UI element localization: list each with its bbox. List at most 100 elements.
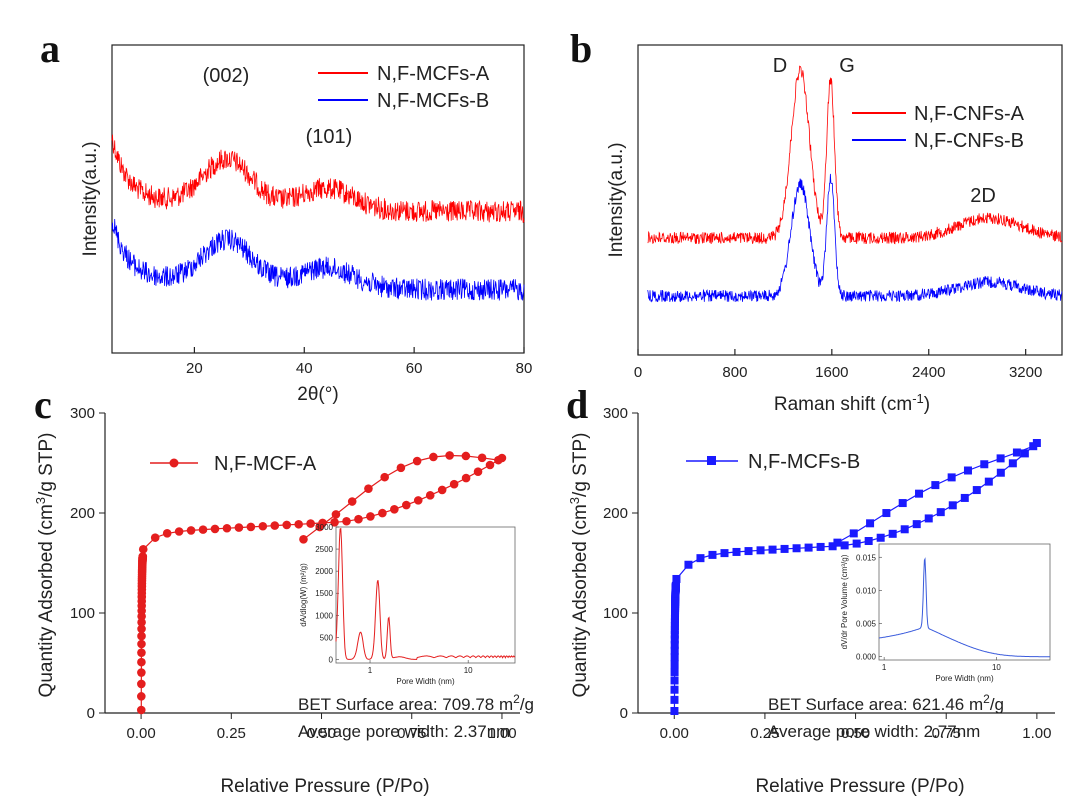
x-tick-label-c: 0.00	[126, 725, 155, 742]
inset-y-tick-label-c: 1000	[315, 611, 333, 620]
inset-x-label-c: Pore Width (nm)	[396, 677, 455, 686]
y-axis-label-d-sup: 3	[567, 497, 582, 504]
x-tick-label-b: 2400	[912, 364, 945, 381]
inset-y-label-c: dA/dlog(W) (m²/g)	[299, 563, 308, 627]
data-point-c	[150, 533, 160, 542]
data-point-c	[138, 544, 148, 554]
data-point-d	[670, 707, 679, 715]
data-point-d	[670, 630, 679, 639]
y-tick-label-d: 200	[603, 505, 628, 522]
panel-label-c: c	[34, 382, 52, 427]
data-point-d	[780, 544, 789, 553]
data-point-c	[137, 679, 146, 689]
data-point-d	[1029, 442, 1038, 451]
inset-frame-d	[878, 543, 1051, 661]
inset-x-tick-label-c: 10	[464, 666, 473, 675]
panel-label-d: d	[566, 382, 588, 427]
data-point-d	[670, 635, 679, 644]
series-line-N,F-MCFs-B	[111, 218, 525, 301]
data-point-d	[672, 574, 681, 583]
data-point-c	[137, 617, 146, 627]
curves-b	[647, 65, 1063, 303]
x-axis-label-b-sup: -1	[912, 391, 924, 406]
data-point-d	[972, 486, 981, 495]
data-point-d	[744, 547, 753, 556]
data-point-d	[963, 466, 972, 475]
data-point-d	[670, 695, 679, 704]
panel-label-b: b	[570, 26, 592, 71]
bet-area-d-close: /g	[990, 695, 1004, 714]
inset-y-tick-label-c: 2000	[315, 567, 333, 576]
legend-marker-d	[707, 456, 716, 465]
data-point-d	[882, 509, 891, 518]
inset-y-tick-label-c: 3000	[315, 523, 333, 532]
x-axis-label-b-main: Raman shift (cm	[774, 394, 912, 415]
axes-frame-b	[637, 44, 1063, 356]
data-point-d	[852, 539, 861, 548]
data-point-d	[898, 499, 907, 508]
data-point-d	[840, 541, 849, 550]
data-point-c	[390, 504, 399, 514]
data-point-c	[425, 491, 435, 500]
ticks-a: 20 40 60 80	[186, 347, 532, 377]
data-point-d	[947, 473, 956, 482]
data-point-c	[364, 484, 373, 493]
data-point-d	[931, 481, 940, 490]
inset-y-tick-label-d: 0.000	[856, 653, 877, 662]
annotation-002: (002)	[203, 65, 250, 87]
bet-area-d-main: BET Surface area: 621.46 m	[768, 695, 983, 714]
bet-area-d-sup: 2	[983, 692, 990, 706]
legend-marker-c	[169, 458, 179, 468]
x-axis-label-b-close: )	[924, 394, 930, 415]
x-axis-label-d: Relative Pressure (P/Po)	[755, 776, 964, 797]
data-point-d	[671, 581, 680, 590]
x-axis-label-b: Raman shift (cm-1)	[774, 391, 930, 415]
x-axis-label-a: 2θ(°)	[297, 384, 338, 405]
data-point-c	[198, 525, 208, 534]
data-point-c	[396, 463, 406, 473]
y-tick-label-d: 0	[620, 705, 628, 722]
data-point-d	[670, 646, 679, 655]
panel-a: a 20 40 60 80 Intensity(a.u.) 2θ(°) (002) (…	[40, 26, 532, 405]
data-point-c	[429, 452, 438, 462]
data-point-c	[315, 522, 325, 532]
x-tick-label-b: 800	[722, 364, 747, 381]
data-point-d	[670, 685, 679, 694]
data-point-d	[900, 525, 909, 534]
x-tick-label-c: 0.75	[397, 725, 426, 742]
x-axis-label-c: Relative Pressure (P/Po)	[220, 776, 429, 797]
data-point-c	[137, 624, 146, 634]
data-point-d	[924, 514, 933, 523]
bet-area-c-main: BET Surface area: 709.78 m	[298, 695, 513, 714]
data-point-c	[380, 472, 389, 482]
data-point-c	[186, 526, 196, 535]
data-point-d	[984, 477, 993, 486]
inset-d: 0.000 0.005 0.010 0.015 1 10 Pore Width (nm) dV…	[840, 543, 1051, 683]
x-tick-label-b: 0	[634, 364, 642, 381]
data-point-c	[378, 508, 387, 518]
data-point-d	[996, 468, 1005, 477]
series-line-N,F-CNFs-B	[647, 173, 1063, 303]
inset-x-tick-label-c: 1	[368, 666, 373, 675]
inset-frame-c	[335, 526, 516, 664]
data-point-d	[720, 549, 729, 558]
data-point-c	[412, 456, 422, 466]
data-point-d	[670, 640, 679, 649]
data-point-c	[437, 485, 447, 495]
inset-y-label-d: dV/dr Pore Volume (cm³/g)	[840, 554, 849, 649]
data-point-c	[461, 451, 471, 461]
isotherm-c	[136, 451, 507, 715]
inset-y-tick-label-c: 2500	[315, 545, 333, 554]
legend-label-b1: N,F-CNFs-A	[914, 103, 1025, 125]
x-tick-label-a: 60	[406, 360, 423, 377]
pore-width-d: Average pore width: 2.77nm	[768, 722, 980, 741]
data-point-d	[960, 493, 969, 502]
data-point-c	[485, 460, 495, 470]
data-point-d	[816, 542, 825, 551]
annotation-101: (101)	[306, 126, 353, 148]
data-point-c	[138, 552, 148, 561]
data-point-c	[137, 657, 146, 667]
inset-curve-d	[878, 557, 1050, 658]
data-point-c	[461, 473, 471, 483]
ticks-b: 0 800 1600 2400 3200	[634, 349, 1042, 381]
